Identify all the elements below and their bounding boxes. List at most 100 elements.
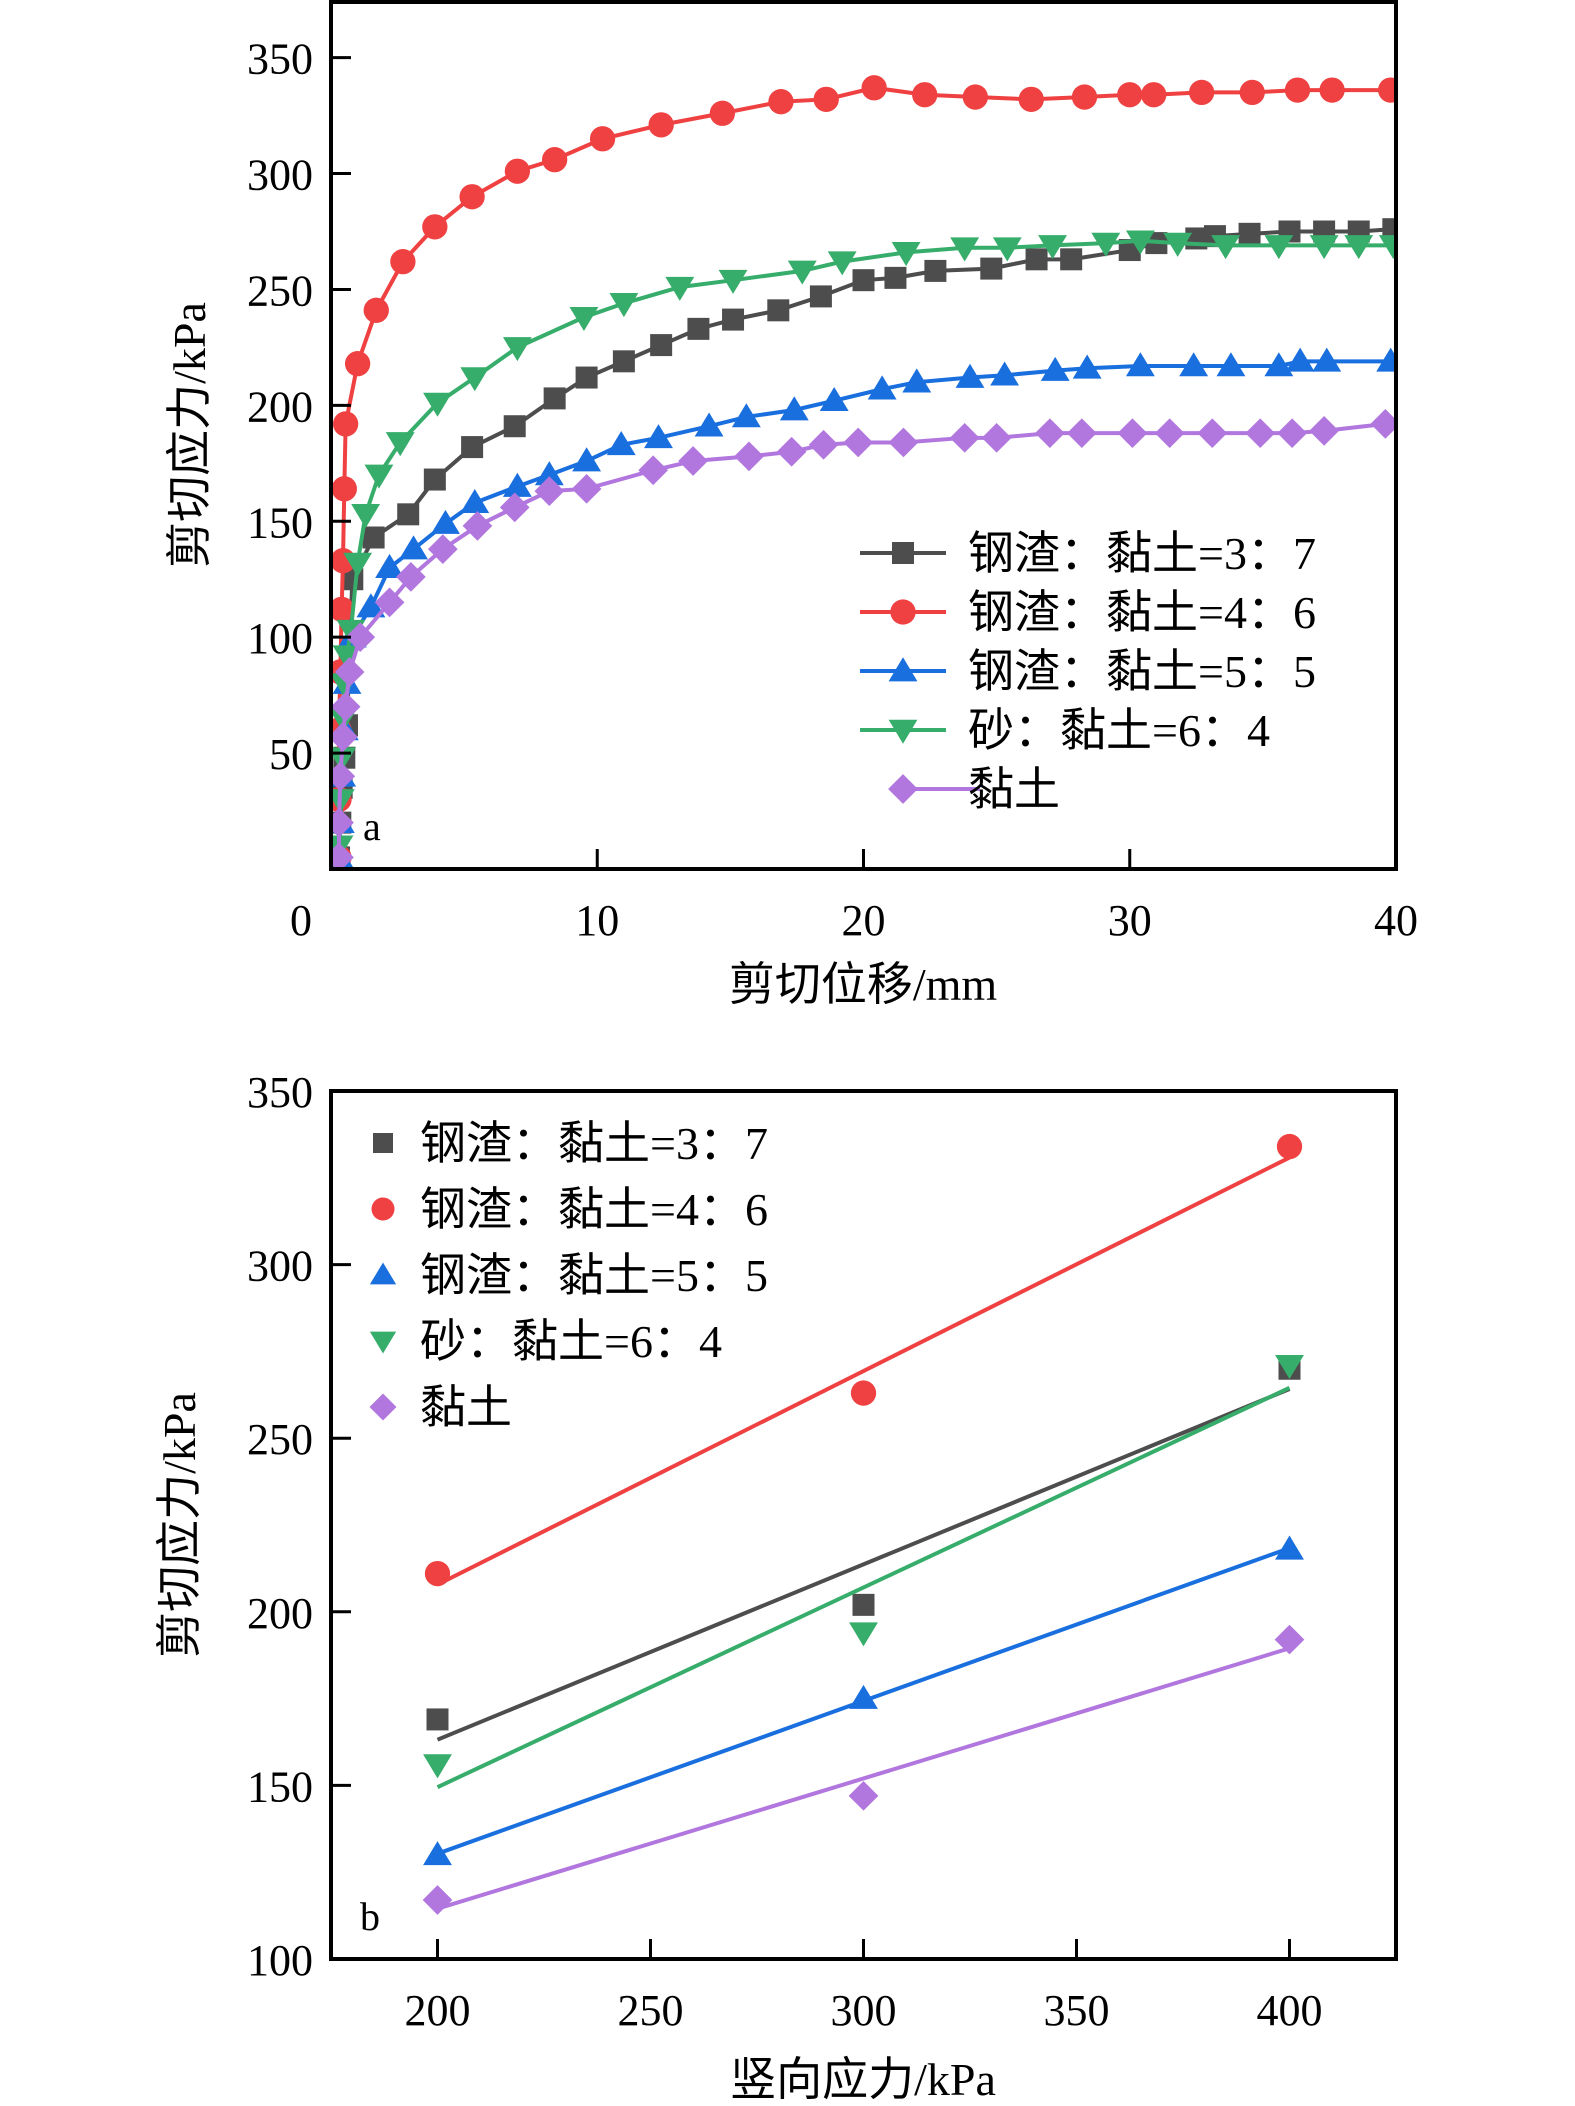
data-point xyxy=(687,317,710,340)
legend-marker xyxy=(892,542,914,564)
data-point xyxy=(722,308,745,331)
legend-marker xyxy=(888,719,918,744)
data-point xyxy=(1060,248,1083,271)
x-tick-label: 400 xyxy=(1257,1986,1323,2035)
data-point xyxy=(1091,232,1121,257)
legend-item: 钢渣：黏土=4：6 xyxy=(371,1184,768,1235)
data-point xyxy=(1275,1354,1304,1380)
data-point xyxy=(1216,352,1246,377)
chart-b-y-axis-title: 剪切应力/kPa xyxy=(154,1392,205,1658)
data-point xyxy=(950,237,980,262)
legend-label: 钢渣：黏土=3：7 xyxy=(420,1118,768,1169)
series-2 xyxy=(424,1133,1303,1587)
legend-label: 钢渣：黏土=4：6 xyxy=(420,1184,768,1235)
legend-label: 砂：黏土=6：4 xyxy=(420,1316,722,1367)
data-point xyxy=(331,761,356,792)
series-5 xyxy=(422,1624,1305,1915)
chart-b-x-axis-title: 竖向应力/kPa xyxy=(730,2054,996,2105)
data-point xyxy=(1072,354,1102,379)
data-point xyxy=(852,1593,875,1616)
data-point xyxy=(1382,218,1396,241)
data-point xyxy=(1238,222,1261,245)
data-point xyxy=(396,562,426,592)
data-point xyxy=(503,415,526,438)
data-point xyxy=(848,1780,879,1811)
x-tick-label: 300 xyxy=(831,1986,897,2035)
data-point xyxy=(981,422,1012,453)
data-point xyxy=(542,146,568,173)
data-point xyxy=(1264,235,1294,260)
legend-label: 黏土 xyxy=(968,764,1060,815)
data-point xyxy=(331,691,361,722)
legend-item: 黏土 xyxy=(369,1382,512,1433)
data-point xyxy=(1018,86,1044,113)
series-4 xyxy=(423,1354,1304,1789)
data-point xyxy=(351,504,381,529)
data-point xyxy=(1309,235,1339,260)
data-point xyxy=(426,1708,449,1731)
data-point xyxy=(1125,352,1155,377)
fit-line xyxy=(436,1155,1291,1587)
data-point xyxy=(459,184,485,210)
x-tick-label: 40 xyxy=(1374,896,1418,945)
chart-b-panel-label: b xyxy=(360,1894,380,1939)
data-point xyxy=(1274,1624,1305,1655)
legend-item: 砂：黏土=6：4 xyxy=(860,705,1270,756)
data-point xyxy=(650,334,673,357)
data-point xyxy=(787,260,817,285)
data-point xyxy=(678,446,708,476)
data-point xyxy=(888,427,919,458)
y-tick-label: 200 xyxy=(247,382,313,431)
data-point xyxy=(460,488,490,514)
data-point xyxy=(1276,1133,1303,1160)
data-point xyxy=(1378,77,1396,103)
data-point xyxy=(819,386,849,412)
fit-line xyxy=(436,1387,1291,1742)
data-point xyxy=(575,366,598,389)
data-point xyxy=(499,492,530,523)
data-point xyxy=(1117,82,1143,108)
data-point xyxy=(962,84,988,110)
data-point xyxy=(1197,418,1228,449)
y-tick-label: 100 xyxy=(247,1936,313,1985)
data-point xyxy=(767,299,790,322)
y-tick-label: 100 xyxy=(247,614,313,663)
data-point xyxy=(1309,416,1339,446)
x-tick-label: 10 xyxy=(575,896,619,945)
data-point xyxy=(343,552,373,577)
data-point xyxy=(606,431,636,456)
data-point xyxy=(665,276,695,301)
data-point xyxy=(1264,352,1294,377)
data-point xyxy=(332,411,359,437)
chart-b-data xyxy=(422,1133,1305,1915)
legend-marker xyxy=(369,1262,397,1285)
data-point xyxy=(718,269,748,294)
chart-a-x-axis-title: 剪切位移/mm xyxy=(729,959,998,1010)
legend-label: 钢渣：黏土=3：7 xyxy=(968,528,1316,579)
data-point xyxy=(1071,84,1098,110)
data-point xyxy=(648,112,674,138)
data-point xyxy=(912,82,938,108)
y-tick-label: 350 xyxy=(247,1068,313,1117)
data-point xyxy=(849,1684,878,1709)
series-1 xyxy=(426,1357,1301,1742)
data-point xyxy=(709,100,736,126)
data-point xyxy=(867,375,897,400)
data-point xyxy=(1245,418,1276,449)
data-point xyxy=(1239,79,1265,106)
data-point xyxy=(1312,347,1342,372)
y-tick-label: 300 xyxy=(247,1242,313,1291)
data-point xyxy=(731,403,761,428)
data-point xyxy=(356,593,386,618)
legend-marker xyxy=(373,1133,393,1153)
data-point xyxy=(813,86,839,113)
data-point xyxy=(423,1754,452,1779)
data-point xyxy=(399,535,428,560)
data-point xyxy=(891,242,921,267)
data-point xyxy=(1154,418,1185,449)
x-tick-label: 0 xyxy=(290,896,312,945)
data-point xyxy=(345,622,376,653)
data-point xyxy=(1344,235,1374,260)
data-point xyxy=(1066,418,1097,449)
data-point xyxy=(1275,1535,1304,1560)
